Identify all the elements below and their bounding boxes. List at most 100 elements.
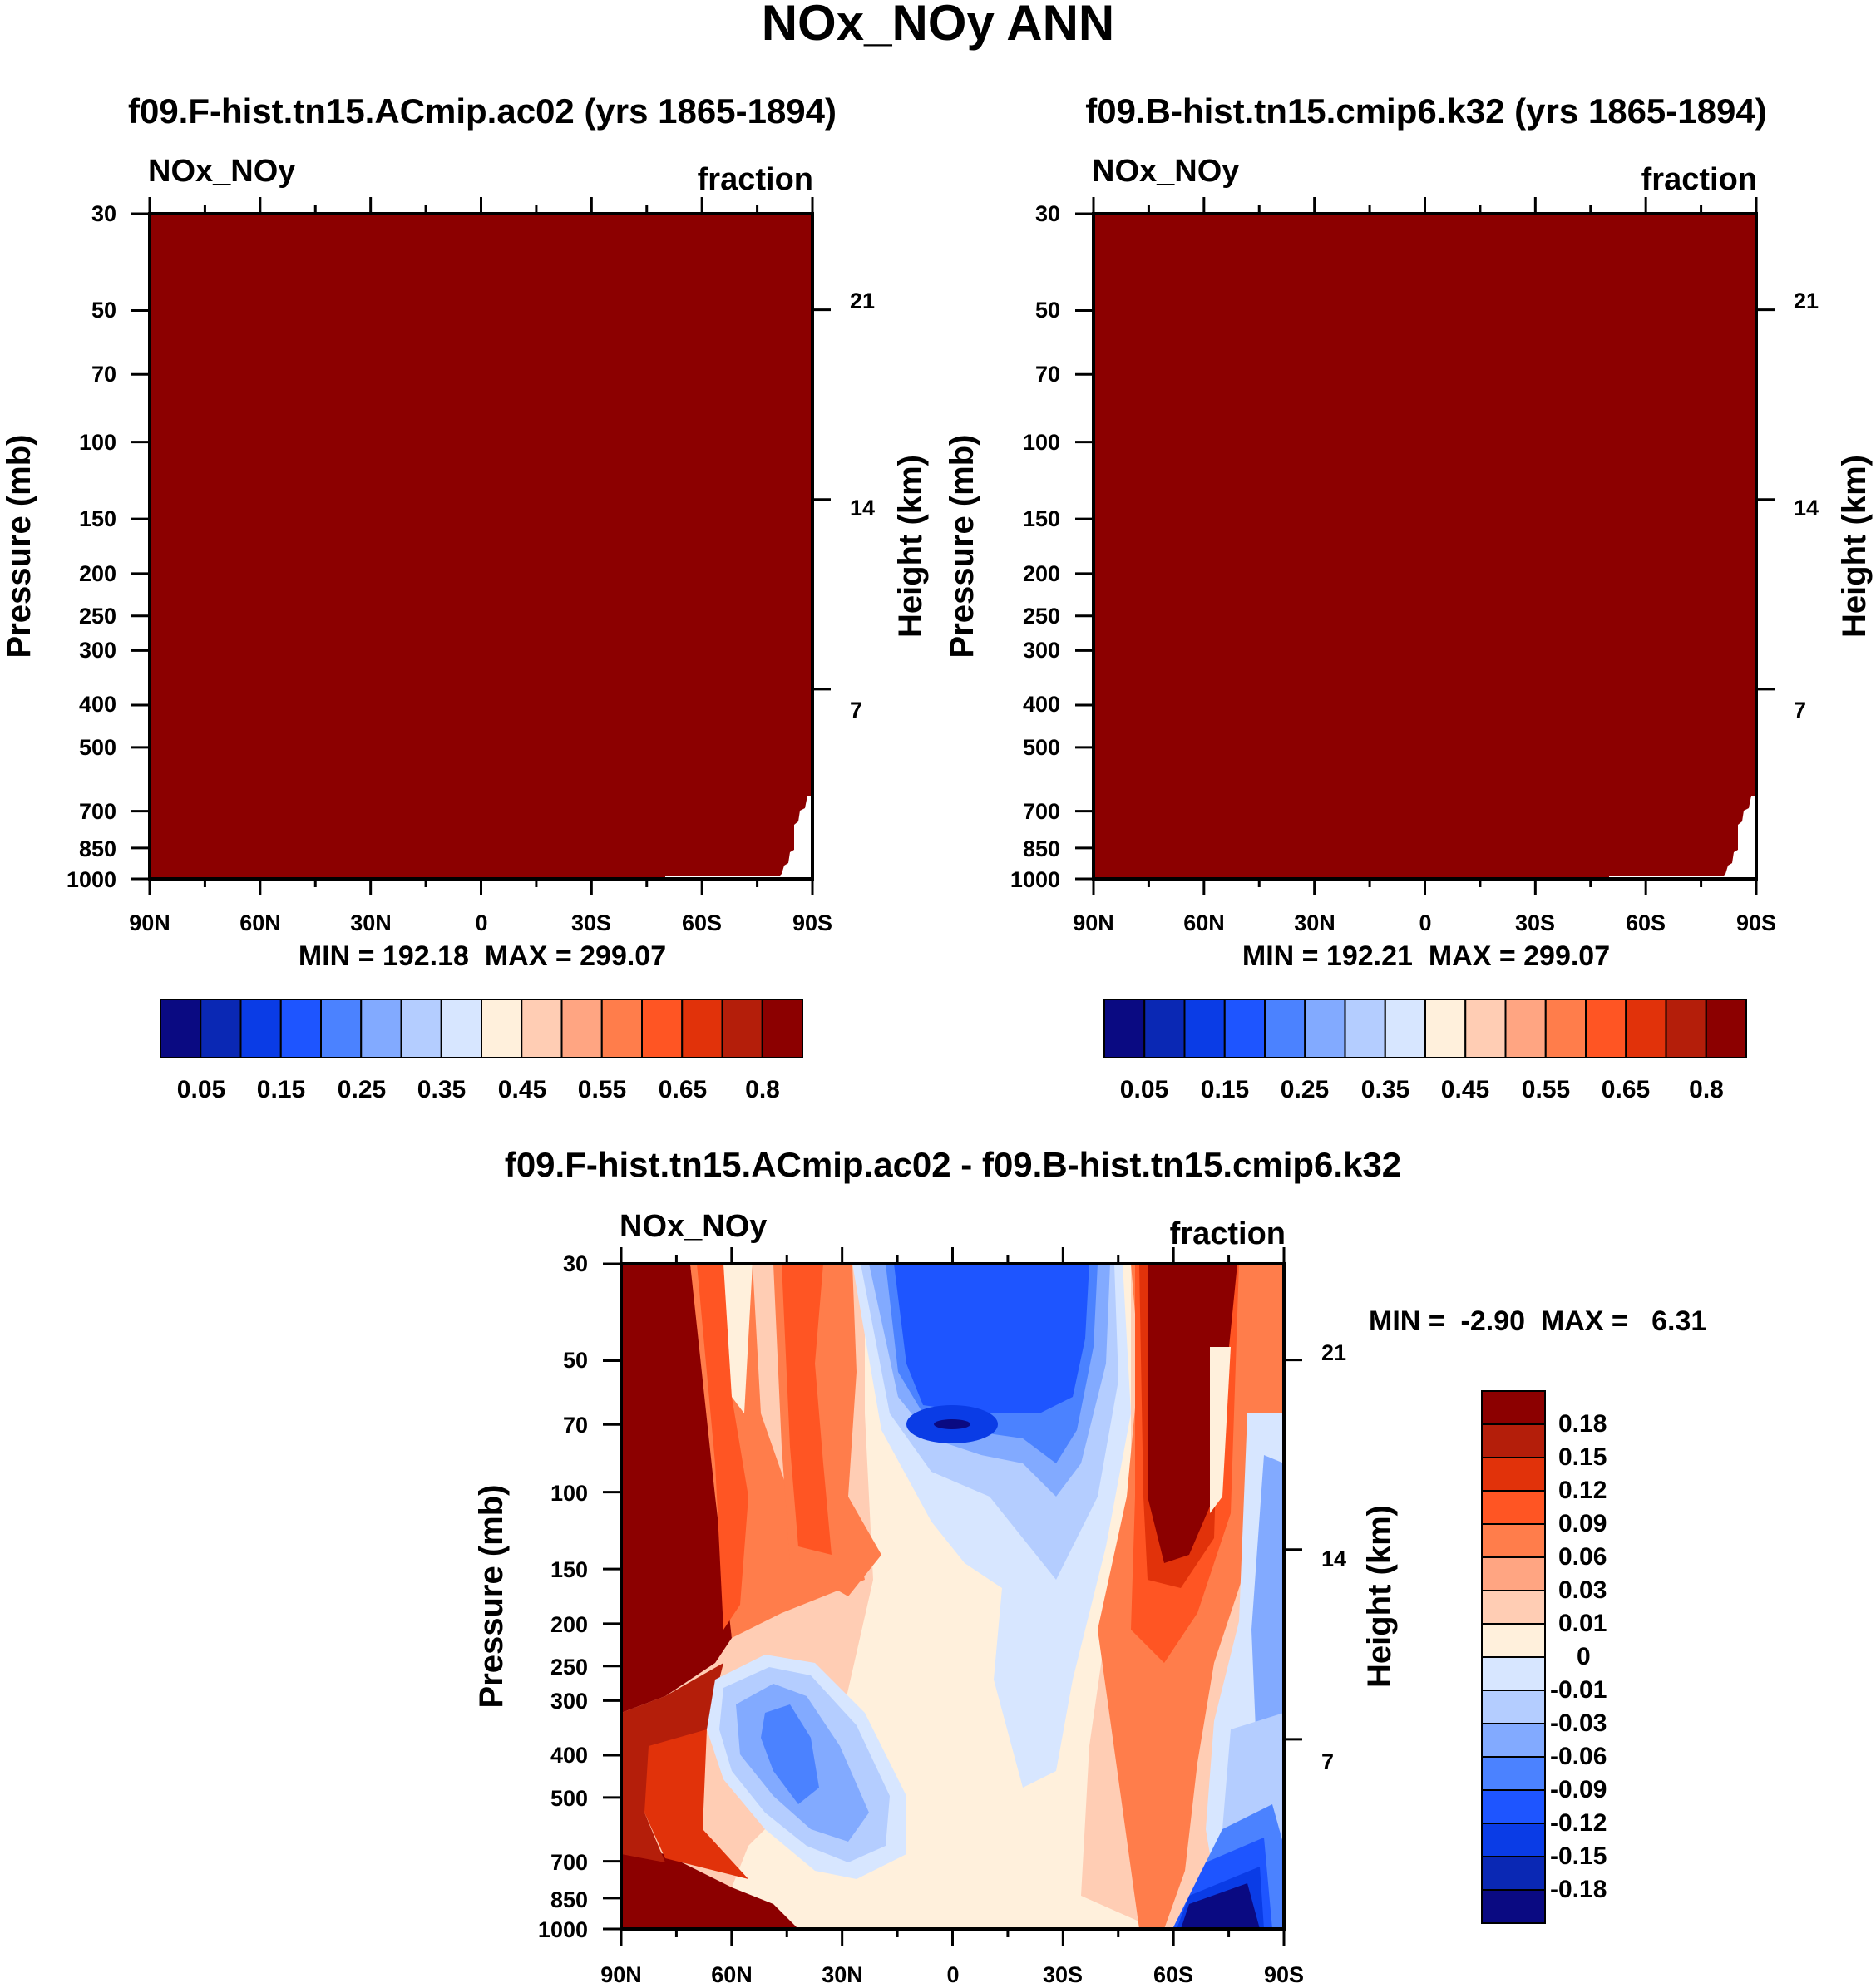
colorbar-label: 0.05 bbox=[177, 1076, 225, 1103]
field-positive-0p01-southern-inner bbox=[1210, 1347, 1231, 1513]
colorbar-label: 0.35 bbox=[417, 1076, 466, 1103]
colorbar-swatch bbox=[1481, 1656, 1546, 1691]
y-tick-label: 700 bbox=[1023, 799, 1060, 824]
colorbar-swatch bbox=[400, 999, 442, 1058]
y-tick-label: 700 bbox=[550, 1850, 588, 1875]
y2-tick-label: 7 bbox=[1321, 1749, 1334, 1774]
colorbar-label: -0.09 bbox=[1550, 1776, 1607, 1803]
x-tick-label: 90S bbox=[792, 910, 832, 935]
panel-2-colorbar bbox=[1103, 999, 1747, 1058]
panel-1-x-tick-labels: 90N 60N 30N 0 30S 60S 90S bbox=[129, 910, 832, 935]
x-tick-label: 60N bbox=[239, 910, 281, 935]
panel-3-colorbar-labels: 0.18 0.15 0.12 0.09 0.06 0.03 0.01 0 -0.… bbox=[1550, 1410, 1607, 1903]
colorbar-label: 0.8 bbox=[1689, 1076, 1724, 1103]
colorbar-swatch bbox=[440, 999, 482, 1058]
colorbar-swatch bbox=[1143, 999, 1186, 1058]
field-negative-0p12-region bbox=[894, 1264, 1089, 1413]
colorbar-label: -0.03 bbox=[1550, 1709, 1607, 1737]
y2-tick-label: 21 bbox=[1321, 1340, 1346, 1365]
y-tick-label: 250 bbox=[79, 604, 116, 629]
colorbar-swatch bbox=[1481, 1856, 1546, 1891]
colorbar-label: -0.15 bbox=[1550, 1842, 1607, 1870]
y2-tick-label: 21 bbox=[850, 289, 875, 313]
colorbar-swatch bbox=[160, 999, 202, 1058]
panel-1-y-axis-label: Pressure (mb) bbox=[1, 435, 37, 659]
y-tick-label: 400 bbox=[79, 692, 116, 717]
colorbar-swatch bbox=[1481, 1490, 1546, 1525]
colorbar-label: 0.18 bbox=[1558, 1410, 1607, 1438]
field-positive-high-bl bbox=[621, 1846, 798, 1929]
panel-2-y-tick-labels: 30 50 70 100 150 200 250 300 400 500 700… bbox=[1010, 201, 1060, 892]
colorbar-swatch bbox=[1481, 1889, 1546, 1924]
y-tick-label: 30 bbox=[1035, 201, 1060, 226]
y-tick-label: 1000 bbox=[538, 1917, 588, 1942]
colorbar-swatch bbox=[1481, 1756, 1546, 1791]
panel-1-y2-tick-labels: 21 14 7 bbox=[850, 289, 875, 723]
field-negative-0p06-polar bbox=[1251, 1455, 1284, 1746]
colorbar-swatch bbox=[600, 999, 643, 1058]
colorbar-swatch bbox=[1625, 999, 1667, 1058]
panel-2-title: f09.B-hist.tn15.cmip6.k32 (yrs 1865-1894… bbox=[1085, 91, 1766, 131]
field-negative-0p18-core bbox=[934, 1419, 970, 1429]
colorbar-swatch bbox=[560, 999, 603, 1058]
field-positive-0p15-left-lower bbox=[621, 1663, 723, 1862]
colorbar-swatch bbox=[1264, 999, 1306, 1058]
x-tick-label: 0 bbox=[946, 1962, 959, 1987]
field-negative-0p18-polar-lower bbox=[1181, 1883, 1260, 1929]
panel-3-y2-tick-labels: 21 14 7 bbox=[1321, 1340, 1346, 1774]
colorbar-swatch bbox=[1481, 1823, 1546, 1857]
panel-1-units-label: fraction bbox=[698, 162, 813, 197]
colorbar-swatch bbox=[1481, 1457, 1546, 1492]
colorbar-swatch bbox=[1464, 999, 1507, 1058]
x-tick-label: 0 bbox=[1419, 910, 1431, 935]
y-tick-label: 400 bbox=[550, 1743, 588, 1768]
y2-tick-label: 21 bbox=[1794, 289, 1819, 313]
colorbar-swatch bbox=[1504, 999, 1547, 1058]
colorbar-label: 0.12 bbox=[1558, 1477, 1607, 1504]
colorbar-label: -0.12 bbox=[1550, 1809, 1607, 1837]
y-tick-label: 250 bbox=[550, 1655, 588, 1680]
y2-tick-label: 14 bbox=[850, 496, 875, 520]
x-tick-label: 60N bbox=[711, 1962, 753, 1987]
panel-2-min-max: MIN = 192.21 MAX = 299.07 bbox=[1242, 940, 1610, 972]
colorbar-swatch bbox=[681, 999, 723, 1058]
y-tick-label: 100 bbox=[550, 1481, 588, 1506]
panel-3-difference-field bbox=[621, 1264, 1284, 1929]
y-tick-label: 850 bbox=[1023, 836, 1060, 861]
panel-3-colorbar bbox=[1481, 1390, 1546, 1924]
panel-3-title: f09.F-hist.tn15.ACmip.ac02 - f09.B-hist.… bbox=[505, 1145, 1401, 1184]
colorbar-swatch bbox=[1481, 1789, 1546, 1824]
x-tick-label: 60S bbox=[1153, 1962, 1193, 1987]
colorbar-label: 0.8 bbox=[745, 1076, 780, 1103]
y-tick-label: 50 bbox=[1035, 298, 1060, 323]
colorbar-swatch bbox=[1705, 999, 1747, 1058]
colorbar-swatch bbox=[320, 999, 363, 1058]
y-tick-label: 250 bbox=[1023, 604, 1060, 629]
y-tick-label: 1000 bbox=[1010, 867, 1060, 892]
colorbar-label: -0.06 bbox=[1550, 1743, 1607, 1770]
colorbar-swatch bbox=[1344, 999, 1386, 1058]
panel-2-field-fill bbox=[1094, 214, 1756, 879]
panel-2-y2-axis-label: Height (km) bbox=[1836, 455, 1873, 638]
y2-tick-label: 7 bbox=[850, 698, 862, 723]
panel-3-y-tick-labels: 30 50 70 100 150 200 250 300 400 500 700… bbox=[538, 1251, 588, 1942]
colorbar-swatch bbox=[1424, 999, 1467, 1058]
y-tick-label: 30 bbox=[563, 1251, 588, 1276]
panel-1-colorbar-labels: 0.05 0.15 0.25 0.35 0.45 0.55 0.65 0.8 bbox=[177, 1076, 780, 1103]
field-positive-0p12-midlat bbox=[782, 1264, 832, 1555]
y-tick-label: 70 bbox=[1035, 362, 1060, 387]
colorbar-swatch bbox=[1481, 1690, 1546, 1724]
y-tick-label: 500 bbox=[1023, 735, 1060, 760]
colorbar-label: 0.03 bbox=[1558, 1576, 1607, 1604]
y-tick-label: 150 bbox=[79, 506, 116, 531]
field-negative-0p09-lower-left bbox=[761, 1704, 819, 1804]
colorbar-swatch bbox=[1103, 999, 1146, 1058]
y-tick-label: 200 bbox=[79, 561, 116, 586]
y-tick-label: 850 bbox=[550, 1887, 588, 1912]
y-tick-label: 150 bbox=[550, 1557, 588, 1582]
panel-1-min-max: MIN = 192.18 MAX = 299.07 bbox=[299, 940, 666, 972]
y-tick-label: 50 bbox=[91, 298, 116, 323]
colorbar-swatch bbox=[521, 999, 563, 1058]
colorbar-swatch bbox=[1481, 1523, 1546, 1558]
y-tick-label: 200 bbox=[1023, 561, 1060, 586]
